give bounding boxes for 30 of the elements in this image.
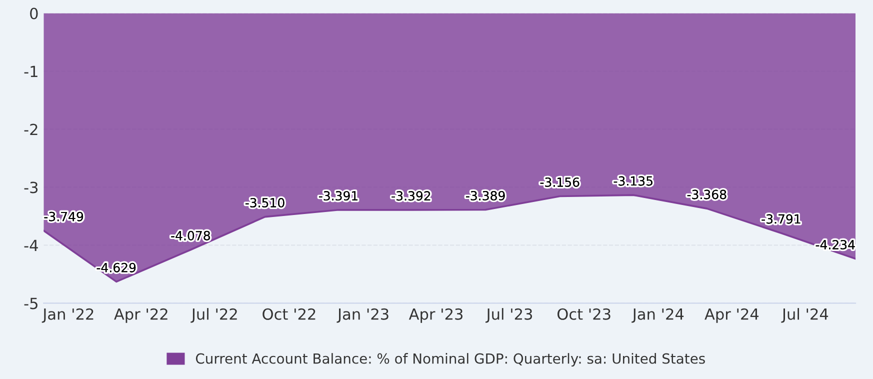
text: -3.749 xyxy=(44,212,84,222)
x-tick-label: Jan '23 xyxy=(336,308,388,323)
x-tick-label: Apr '24 xyxy=(704,308,759,323)
x-tick-label: Jan '22 xyxy=(42,308,94,323)
text: -3.156 xyxy=(540,177,580,187)
y-tick-label: -1 xyxy=(24,66,38,78)
y-tick-label: -5 xyxy=(24,298,38,310)
x-tick-label: Apr '22 xyxy=(114,308,168,323)
x-tick-label: Oct '22 xyxy=(262,308,316,320)
legend-label: Current Account Balance: % of Nominal GDP: Quarterly: sa: United States xyxy=(196,353,705,366)
text: -3.135 xyxy=(614,176,652,186)
x-tick-label: Jul '23 xyxy=(486,308,532,323)
text: -3.791 xyxy=(762,214,800,224)
y-tick-label: -4 xyxy=(24,240,38,252)
text: -3.510 xyxy=(245,198,284,208)
x-tick-label: Jan '24 xyxy=(632,308,684,323)
text: -3.368 xyxy=(687,190,726,200)
y-tick-label: -3 xyxy=(24,182,38,194)
x-tick-label: Apr '23 xyxy=(408,308,463,323)
x-tick-label: Jul '24 xyxy=(781,308,828,323)
text: -3.391 xyxy=(318,191,358,201)
text: -3.392 xyxy=(392,191,430,201)
y-tick-label: -2 xyxy=(24,124,38,136)
text: -3.389 xyxy=(466,190,505,200)
y-tick-label: 0 xyxy=(30,8,38,20)
x-tick-label: Oct '23 xyxy=(558,308,610,320)
text: -4.078 xyxy=(171,230,210,240)
x-tick-label: Jul '22 xyxy=(190,308,237,323)
text: -4.234 xyxy=(816,240,855,250)
text: -4.629 xyxy=(96,262,136,272)
